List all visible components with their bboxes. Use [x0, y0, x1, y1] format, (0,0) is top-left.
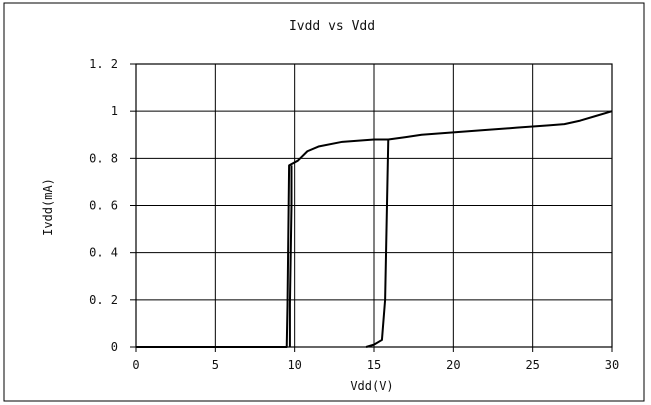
x-tick-label: 20	[446, 358, 460, 372]
x-tick-label: 5	[212, 358, 219, 372]
x-tick-label: 10	[287, 358, 301, 372]
y-tick-label: 0. 8	[89, 151, 118, 165]
y-tick-label: 0. 2	[89, 293, 118, 307]
y-tick-label: 0. 6	[89, 199, 118, 213]
x-axis-label: Vdd(V)	[350, 379, 393, 393]
x-tick-label: 25	[525, 358, 539, 372]
x-tick-label: 0	[132, 358, 139, 372]
y-axis-label: Ivdd(mA)	[41, 178, 55, 236]
x-tick-label: 30	[605, 358, 619, 372]
y-tick-label: 1	[111, 104, 118, 118]
y-tick-label: 0. 4	[89, 246, 118, 260]
y-tick-label: 1. 2	[89, 57, 118, 71]
y-tick-label: 0	[111, 340, 118, 354]
chart-title: Ivdd vs Vdd	[289, 19, 375, 34]
x-tick-label: 15	[367, 358, 381, 372]
